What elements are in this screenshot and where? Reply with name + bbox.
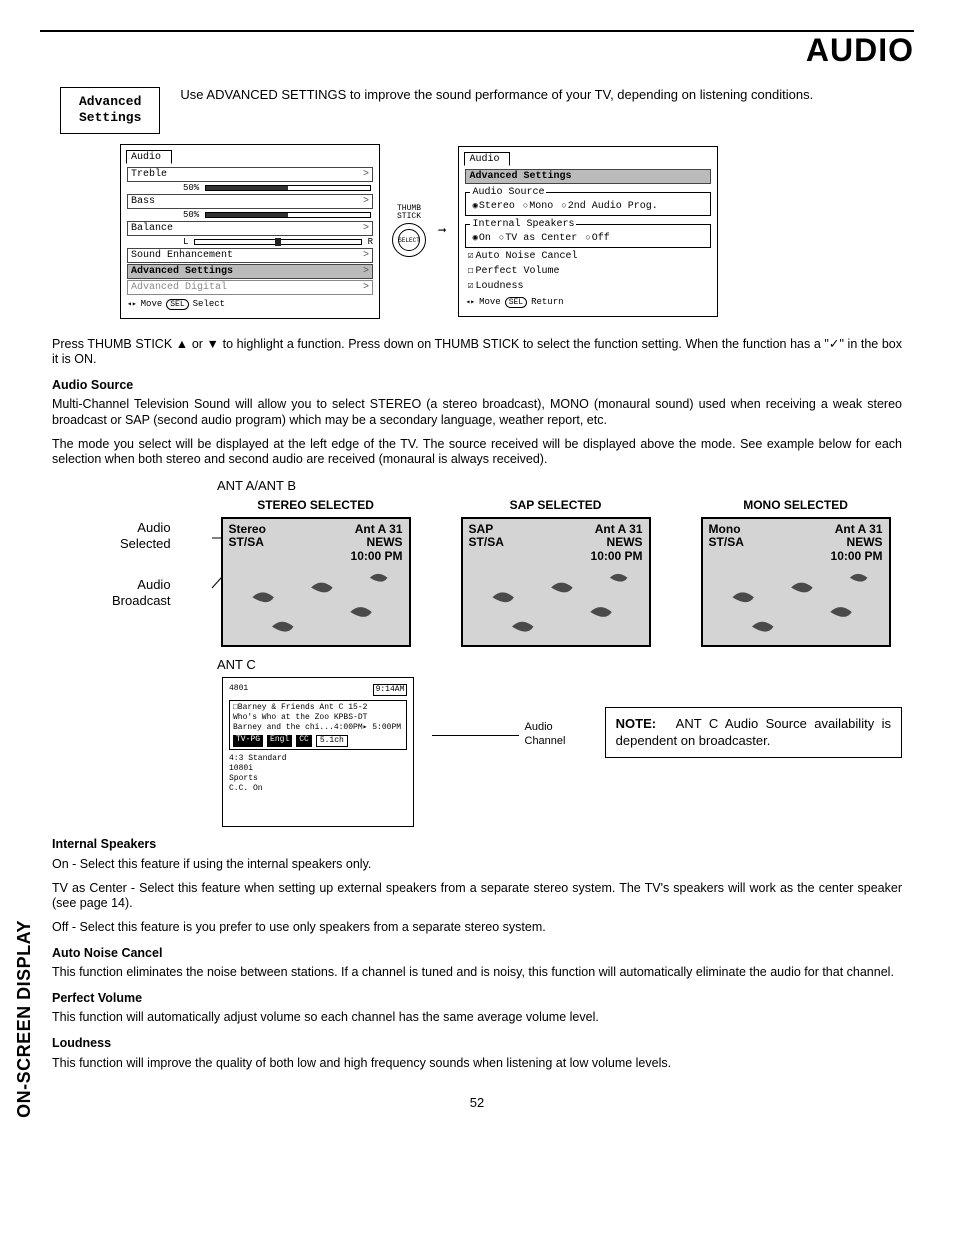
check-loudness[interactable]: Loudness — [467, 280, 523, 292]
menu-item-sound-enh[interactable]: Sound Enhancement — [127, 248, 373, 263]
thumbstick: THUMB STICK SELECT — [392, 205, 426, 257]
bass-slider[interactable]: 50% — [183, 210, 373, 220]
tv-preview-stereo: Stereo ST/SA Ant A 31 NEWS 10:00 PM — [221, 517, 411, 647]
ant-ab-label: ANT A/ANT B — [217, 478, 902, 494]
menu-item-bass[interactable]: Bass — [127, 194, 373, 209]
menu-item-adv-digital[interactable]: Advanced Digital — [127, 280, 373, 295]
group-audio-source: Audio Source Stereo Mono 2nd Audio Prog. — [465, 187, 711, 216]
heading-loudness: Loudness — [52, 1036, 902, 1052]
label-sap-selected: SAP SELECTED — [510, 498, 602, 513]
heading-audio-source: Audio Source — [52, 378, 902, 394]
intro-text: Use ADVANCED SETTINGS to improve the sou… — [180, 87, 813, 104]
page-number: 52 — [40, 1095, 914, 1110]
menu-subhead: Advanced Settings — [465, 169, 711, 184]
settings-menu: Audio Advanced Settings Audio Source Ste… — [458, 146, 718, 317]
radio-off[interactable]: Off — [585, 233, 609, 244]
menu-item-balance[interactable]: Balance — [127, 221, 373, 236]
side-label: ON-SCREEN DISPLAY — [8, 920, 40, 1180]
callout-audio-broadcast: Audio Broadcast — [112, 577, 171, 610]
radio-2nd-audio[interactable]: 2nd Audio Prog. — [561, 201, 657, 212]
arrow-right-icon: ➞ — [438, 223, 446, 240]
menu-item-adv-settings[interactable]: Advanced Settings — [127, 264, 373, 279]
menu-footer: MoveSELReturn — [465, 297, 711, 308]
check-perfect-volume[interactable]: Perfect Volume — [467, 265, 559, 277]
instructions: Press THUMB STICK ▲ or ▼ to highlight a … — [52, 337, 902, 368]
audio-channel-callout: Audio Channel — [432, 721, 586, 749]
radio-tv-center[interactable]: TV as Center — [499, 233, 577, 244]
advanced-settings-box: Advanced Settings — [60, 87, 160, 134]
balance-slider[interactable]: LR — [183, 237, 373, 247]
menu-tab: Audio — [126, 150, 172, 164]
label-mono-selected: MONO SELECTED — [743, 498, 848, 513]
heading-perfect-volume: Perfect Volume — [52, 991, 902, 1007]
radio-on[interactable]: On — [472, 233, 490, 244]
radio-mono[interactable]: Mono — [523, 201, 553, 212]
audio-source-p1: Multi-Channel Television Sound will allo… — [52, 397, 902, 428]
menu-footer: MoveSELSelect — [127, 299, 373, 310]
tv-preview-sap: SAP ST/SA Ant A 31 NEWS 10:00 PM — [461, 517, 651, 647]
audio-source-p2: The mode you select will be displayed at… — [52, 437, 902, 468]
tv-preview-mono: Mono ST/SA Ant A 31 NEWS 10:00 PM — [701, 517, 891, 647]
ant-c-label: ANT C — [217, 657, 902, 673]
audio-menu: Audio Treble 50% Bass 50% Balance LR Sou… — [120, 144, 380, 319]
heading-auto-noise: Auto Noise Cancel — [52, 946, 902, 962]
heading-internal-speakers: Internal Speakers — [52, 837, 902, 853]
callout-audio-selected: Audio Selected — [112, 520, 171, 553]
note-box: NOTE:ANT C Audio Source availability is … — [605, 707, 902, 758]
tag-audio-channel: 5.1ch — [316, 735, 348, 747]
ant-c-box: 48019:14AM □Barney & Friends Ant C 15-2 … — [222, 677, 414, 827]
radio-stereo[interactable]: Stereo — [472, 201, 514, 212]
page-title: AUDIO — [40, 32, 914, 69]
menu-item-treble[interactable]: Treble — [127, 167, 373, 182]
treble-slider[interactable]: 50% — [183, 183, 373, 193]
check-auto-noise[interactable]: Auto Noise Cancel — [467, 250, 577, 262]
label-stereo-selected: STEREO SELECTED — [257, 498, 374, 513]
group-internal-speakers: Internal Speakers On TV as Center Off — [465, 219, 711, 248]
